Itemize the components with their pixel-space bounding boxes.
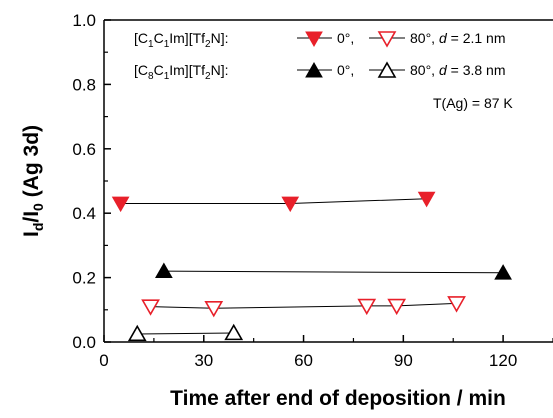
series-1-line [120,198,427,205]
legend-row-2-compound: [C8C1Im][Tf2N]: [134,62,228,82]
x-tick-label: 0 [99,351,108,370]
series-4-line [137,332,234,335]
series-2-point [447,296,466,313]
series-2-point [141,299,160,316]
legend-marker-black-filled [305,61,323,78]
legend-marker-red-filled [305,31,323,48]
series-2-point [357,298,377,316]
y-axis-title: Id/I0 (Ag 3d) [20,125,46,237]
axes-layer: 0.0 0.2 0.4 0.6 0.8 1.0 0 30 60 90 120 Time after e… [20,11,553,410]
x-tick-label: 60 [294,351,313,370]
y-tick-label: 0.2 [72,269,96,288]
series-4-point [127,324,147,342]
legend-marker-red-open [377,31,397,48]
series-2-point [387,298,407,316]
series-3-line [163,270,504,274]
series-4-point [224,323,244,341]
legend: [C1C1Im][Tf2N]: 0°, 80°, d = 2.1 nm [C8C… [134,30,513,111]
legend-label-0deg-red: 0°, [337,30,354,46]
x-tick-label: 90 [394,351,413,370]
series-2-point [204,300,224,318]
x-tick-label: 120 [489,351,517,370]
series-3-point [494,264,512,280]
series-1-point [111,196,130,213]
legend-label-0deg-black: 0°, [337,62,354,78]
series-1-point [417,191,436,208]
legend-row-1-compound: [C1C1Im][Tf2N]: [134,30,228,50]
series-3-point [155,262,173,279]
series-layer [111,191,512,342]
series-2-line [150,302,457,309]
y-tick-label: 0.8 [72,75,96,94]
legend-marker-black-open [377,61,397,78]
x-axis-title: Time after end of deposition / min [170,387,506,410]
y-tick-label: 1.0 [72,11,96,30]
y-tick-label: 0.0 [72,333,96,352]
y-tick-label: 0.4 [72,204,96,223]
legend-label-80deg-black: 80°, d = 3.8 nm [410,62,506,78]
x-tick-label: 30 [194,351,213,370]
legend-label-80deg-red: 80°, d = 2.1 nm [410,30,506,46]
series-1-point [281,196,300,213]
temperature-annotation: T(Ag) = 87 K [433,95,513,111]
y-tick-label: 0.6 [72,140,96,159]
